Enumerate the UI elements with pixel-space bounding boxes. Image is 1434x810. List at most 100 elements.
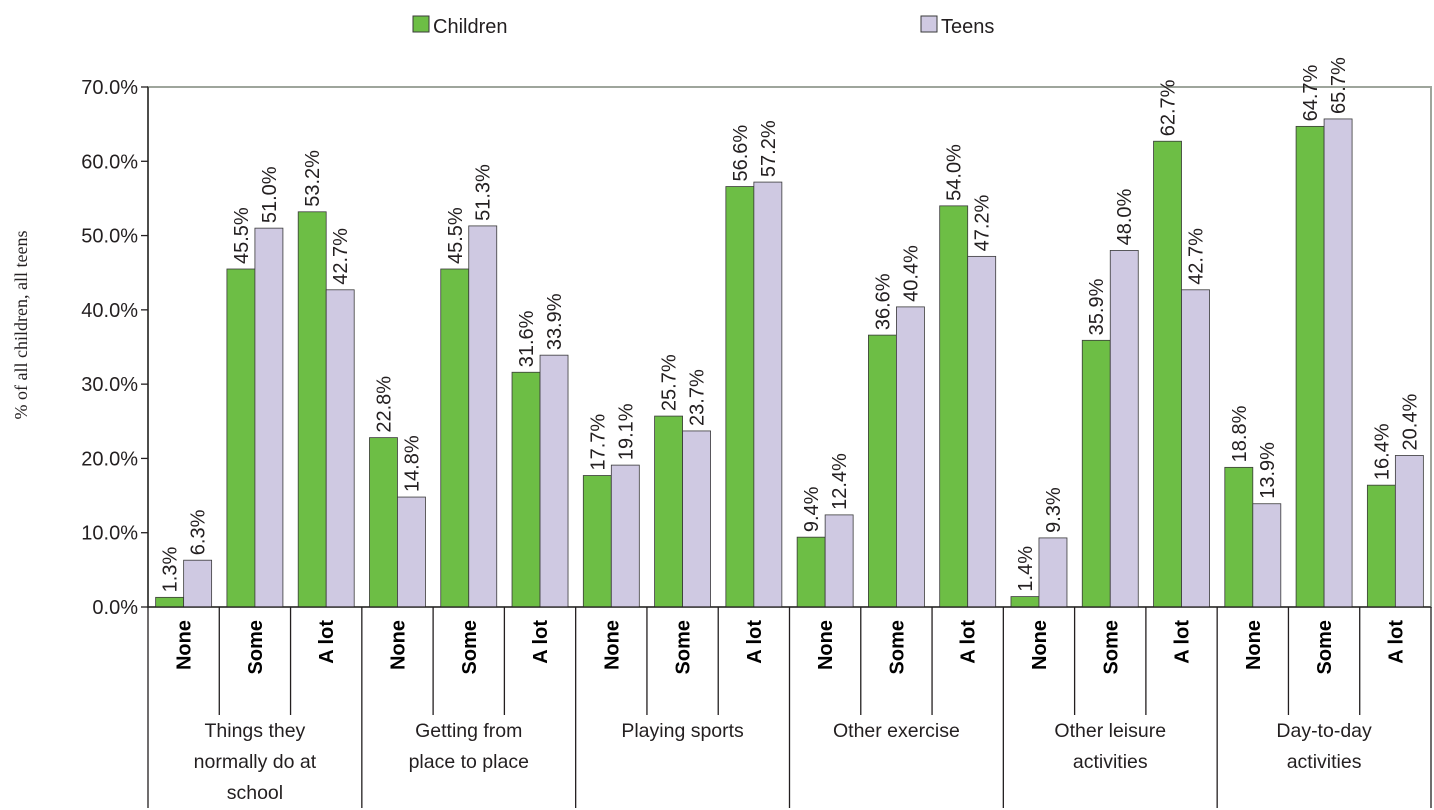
bar-teens [824, 514, 854, 608]
bar-children [369, 437, 398, 608]
y-tick-label: 10.0% [81, 523, 138, 545]
subcategory-label: A lot [958, 620, 980, 664]
bar-children [654, 415, 683, 608]
group-label: Playing sports [621, 720, 744, 742]
bar-children [868, 334, 897, 608]
data-label-teens: 23.7% [687, 369, 709, 426]
y-tick-label: 50.0% [81, 226, 138, 248]
bar-children [796, 536, 826, 608]
data-label-teens: 48.0% [1114, 189, 1136, 246]
subcategory-label: None [387, 620, 409, 670]
group-label: Other exercise [833, 720, 960, 742]
data-label-children: 45.5% [445, 207, 467, 264]
data-label-teens: 51.3% [473, 164, 495, 221]
data-label-teens: 9.3% [1043, 487, 1065, 533]
bar-children [1224, 466, 1254, 608]
y-tick-label: 30.0% [81, 374, 138, 396]
group-label: Getting from [415, 720, 522, 742]
bar-teens [1109, 250, 1139, 608]
data-label-teens: 42.7% [1186, 228, 1208, 285]
bar-children [1081, 339, 1111, 608]
bar-teens [1323, 118, 1353, 608]
bar-teens [1038, 537, 1068, 608]
subcategory-label: A lot [1172, 620, 1194, 664]
data-label-children: 17.7% [587, 414, 609, 471]
bar-teens [896, 306, 925, 608]
bar-children [155, 596, 185, 608]
bar-teens [967, 255, 997, 608]
data-label-teens: 47.2% [972, 194, 994, 251]
data-label-children: 54.0% [944, 144, 966, 201]
bar-teens [682, 430, 711, 608]
bar-children [1366, 484, 1396, 608]
data-label-teens: 57.2% [758, 120, 780, 177]
data-label-children: 9.4% [801, 486, 823, 532]
group-label: normally do at [194, 751, 317, 773]
data-label-teens: 33.9% [544, 293, 566, 350]
subcategory-label: Some [245, 620, 267, 674]
y-axis-label: % of all children, all teens [11, 231, 31, 420]
bar-teens [753, 181, 783, 608]
subcategory-label: None [174, 620, 196, 670]
group-label: place to place [409, 751, 529, 773]
data-label-children: 62.7% [1158, 79, 1180, 136]
subcategory-label: Some [673, 620, 695, 674]
bar-children [725, 186, 755, 608]
data-label-teens: 13.9% [1257, 442, 1279, 499]
data-label-teens: 14.8% [401, 435, 423, 492]
group-label: Things they [205, 720, 306, 742]
y-tick-label: 60.0% [81, 151, 138, 173]
bar-children [440, 268, 470, 608]
data-label-children: 16.4% [1371, 423, 1393, 480]
y-tick-label: 0.0% [92, 597, 138, 619]
y-tick-label: 70.0% [81, 77, 138, 99]
legend-swatch-children [412, 15, 430, 33]
bar-teens [1394, 455, 1424, 608]
subcategory-label: A lot [316, 620, 338, 664]
legend: Children Teens [412, 15, 994, 38]
bar-teens [1252, 503, 1282, 608]
bar-teens [610, 464, 640, 608]
data-label-children: 45.5% [231, 207, 253, 264]
data-label-children: 56.6% [730, 125, 752, 182]
subcategory-label: A lot [530, 620, 552, 664]
subcategory-label: Some [1314, 620, 1336, 674]
bar-teens [397, 496, 426, 608]
data-label-teens: 20.4% [1399, 394, 1421, 451]
data-label-children: 31.6% [516, 310, 538, 367]
y-tick-label: 20.0% [81, 448, 138, 470]
subcategory-label: A lot [1385, 620, 1407, 664]
group-label: school [227, 782, 283, 804]
legend-label-teens: Teens [941, 16, 994, 38]
data-label-children: 1.3% [160, 547, 182, 593]
bar-teens [539, 354, 569, 608]
data-label-teens: 65.7% [1328, 57, 1350, 114]
data-label-children: 53.2% [302, 150, 324, 207]
subcategory-label: Some [1100, 620, 1122, 674]
data-label-teens: 42.7% [330, 228, 352, 285]
group-label: Day-to-day [1276, 720, 1372, 742]
bar-children [511, 371, 541, 608]
bar-children [297, 211, 327, 608]
subcategory-label: None [1243, 620, 1265, 670]
data-label-teens: 6.3% [188, 509, 210, 555]
bar-children [1153, 140, 1182, 608]
bar-children [1010, 596, 1040, 608]
group-label: Other leisure [1054, 720, 1166, 742]
subcategory-label: Some [886, 620, 908, 674]
subcategory-label: None [815, 620, 837, 670]
bar-children [1295, 125, 1325, 608]
data-label-teens: 12.4% [829, 453, 851, 510]
group-label: activities [1287, 751, 1362, 773]
bar-teens [468, 225, 498, 608]
bar-teens [1181, 289, 1210, 608]
data-label-children: 18.8% [1229, 405, 1251, 462]
x-axis: None Some A lot Things they normally do at sc… [147, 606, 1432, 808]
y-axis: 0.0% 10.0% 20.0% 30.0% 40.0% 50.0% 60.0% 70.0% [81, 77, 149, 619]
data-label-teens: 40.4% [900, 245, 922, 302]
data-label-teens: 51.0% [259, 166, 281, 223]
subcategory-label: Some [459, 620, 481, 674]
data-label-children: 36.6% [872, 273, 894, 330]
data-label-children: 64.7% [1300, 64, 1322, 121]
